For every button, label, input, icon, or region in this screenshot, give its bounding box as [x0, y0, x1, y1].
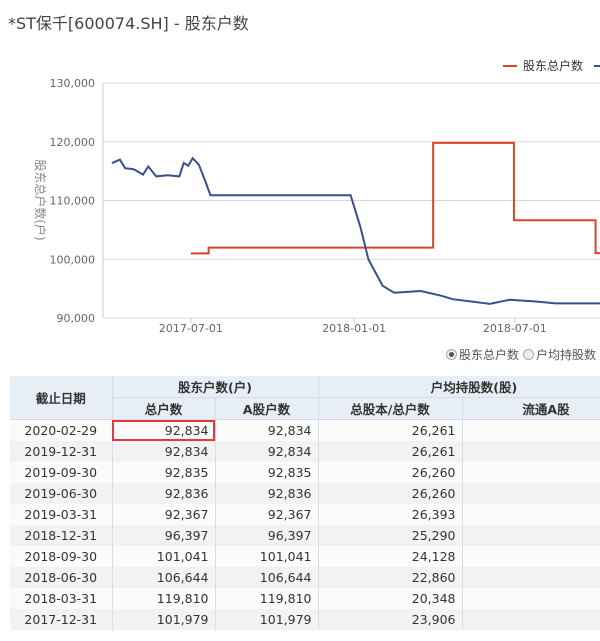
x-tick-label: 2017-07-01	[159, 322, 223, 335]
cell-total-per-holder: 22,860	[318, 567, 463, 588]
cell-total: 92,834	[112, 441, 216, 462]
cell-a-share: 92,835	[215, 462, 319, 483]
table-row[interactable]: 2017-12-31 101,979 101,979 23,906	[10, 609, 600, 630]
table-row[interactable]: 2019-03-31 92,367 92,367 26,393	[10, 504, 600, 525]
cell-total: 92,834	[112, 419, 216, 441]
cell-total: 101,979	[112, 609, 216, 630]
cell-date: 2019-03-31	[10, 504, 113, 525]
table-row[interactable]: 2019-06-30 92,836 92,836 26,260	[10, 483, 600, 504]
cell-a-share: 106,644	[215, 567, 319, 588]
table-row[interactable]: 2019-12-31 92,834 92,834 26,261	[10, 441, 600, 462]
cell-float-a	[462, 483, 600, 504]
cell-date: 2019-06-30	[10, 483, 113, 504]
cell-total-per-holder: 26,260	[318, 462, 463, 483]
cell-total: 92,835	[112, 462, 216, 483]
cell-a-share: 92,836	[215, 483, 319, 504]
radio-avg-holding[interactable]: 户均持股数	[523, 346, 596, 363]
table-row[interactable]: 2020-02-29 92,834 92,834 26,261	[10, 419, 600, 441]
cell-total: 92,836	[112, 483, 216, 504]
cell-total-per-holder: 23,906	[318, 609, 463, 630]
header-date[interactable]: 截止日期	[10, 376, 113, 420]
cell-total-per-holder: 24,128	[318, 546, 463, 567]
cell-float-a	[462, 525, 600, 546]
cell-a-share: 92,834	[215, 419, 319, 441]
cell-float-a	[462, 462, 600, 483]
cell-total: 92,367	[112, 504, 216, 525]
y-tick-label: 110,000	[50, 195, 96, 208]
radio-label: 户均持股数	[536, 348, 597, 362]
cell-date: 2020-02-29	[10, 419, 113, 441]
series-line-blue[interactable]	[111, 156, 600, 305]
series-radio-group: 股东总户数 户均持股数	[446, 346, 596, 363]
cell-total-per-holder: 26,261	[318, 441, 463, 462]
y-tick-label: 130,000	[50, 77, 96, 90]
header-shareholders: 股东户数(户)	[112, 376, 319, 398]
header-avg-holding: 户均持股数(股)	[318, 376, 600, 398]
legend-item-label[interactable]: 股东总户数	[523, 58, 583, 73]
cell-date: 2019-09-30	[10, 462, 113, 483]
series-line-shareholders[interactable]	[190, 141, 600, 255]
y-tick-label: 120,000	[50, 136, 96, 149]
cell-float-a	[462, 588, 600, 609]
cell-a-share: 92,834	[215, 441, 319, 462]
y-axis-label: 股东总户数(户)	[33, 159, 48, 240]
radio-shareholders[interactable]: 股东总户数	[446, 346, 519, 363]
cell-total: 96,397	[112, 525, 216, 546]
cell-float-a	[462, 567, 600, 588]
cell-float-a	[462, 609, 600, 630]
y-tick-label: 100,000	[50, 253, 96, 266]
table-row[interactable]: 2018-12-31 96,397 96,397 25,290	[10, 525, 600, 546]
cell-float-a	[462, 419, 600, 441]
shareholder-chart: 90,000 100,000 110,000 120,000 130,000 2017-…	[33, 58, 600, 335]
cell-a-share: 101,979	[215, 609, 319, 630]
radio-unchecked-icon	[523, 349, 535, 360]
cell-date: 2018-09-30	[10, 546, 113, 567]
cell-total-per-holder: 26,260	[318, 483, 463, 504]
cell-total-per-holder: 25,290	[318, 525, 463, 546]
table-row[interactable]: 2019-09-30 92,835 92,835 26,260	[10, 462, 600, 483]
cell-a-share: 101,041	[215, 546, 319, 567]
cell-date: 2019-12-31	[10, 441, 113, 462]
cell-total: 119,810	[112, 588, 216, 609]
x-tick-label: 2018-01-01	[322, 322, 386, 335]
cell-total-per-holder: 26,393	[318, 504, 463, 525]
cell-float-a	[462, 504, 600, 525]
cell-date: 2018-03-31	[10, 588, 113, 609]
cell-a-share: 119,810	[215, 588, 319, 609]
x-tick-label: 2018-07-01	[483, 322, 547, 335]
cell-float-a	[462, 546, 600, 567]
table-row[interactable]: 2018-06-30 106,644 106,644 22,860	[10, 567, 600, 588]
radio-checked-icon	[446, 349, 457, 360]
legend[interactable]: 股东总户数	[503, 58, 600, 73]
cell-a-share: 92,367	[215, 504, 319, 525]
radio-label: 股东总户数	[459, 348, 520, 362]
cell-total: 101,041	[112, 546, 216, 567]
cell-float-a	[462, 441, 600, 462]
cell-a-share: 96,397	[215, 525, 319, 546]
cell-total-per-holder: 20,348	[318, 588, 463, 609]
header-total[interactable]: 总户数	[112, 397, 216, 420]
header-float-a[interactable]: 流通A股	[462, 397, 600, 420]
cell-total-per-holder: 26,261	[318, 419, 463, 441]
header-total-per-holder[interactable]: 总股本/总户数	[318, 397, 463, 420]
page-title: *ST保千[600074.SH] - 股东户数	[8, 14, 249, 33]
cell-date: 2018-06-30	[10, 567, 113, 588]
table-row[interactable]: 2018-03-31 119,810 119,810 20,348	[10, 588, 600, 609]
table-row[interactable]: 2018-09-30 101,041 101,041 24,128	[10, 546, 600, 567]
shareholder-table: 截止日期 股东户数(户) 户均持股数(股) 总户数 A股户数 总股本/总户数 流…	[10, 376, 600, 630]
cell-date: 2017-12-31	[10, 609, 113, 630]
y-tick-label: 90,000	[57, 312, 96, 325]
cell-total: 106,644	[112, 567, 216, 588]
header-a-share[interactable]: A股户数	[215, 397, 319, 420]
cell-date: 2018-12-31	[10, 525, 113, 546]
